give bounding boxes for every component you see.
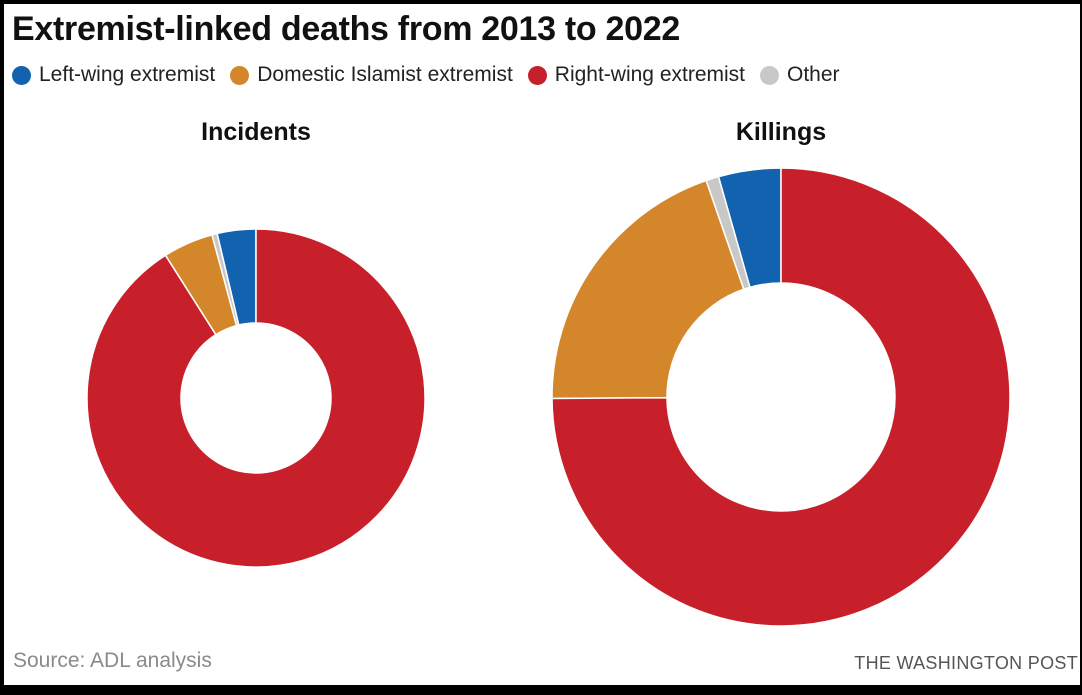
killings-chart-title: Killings [736,118,826,146]
legend-item-islamist: Domestic Islamist extremist [230,63,513,87]
incidents-slice-right-wing-extremist [86,228,426,568]
legend-item-left-wing: Left-wing extremist [12,63,215,87]
killings-chart: Killings [551,118,1011,627]
chart-title: Extremist-linked deaths from 2013 to 202… [12,10,680,48]
killings-donut [551,167,1011,627]
legend-swatch-islamist [230,65,250,85]
legend-label-islamist: Domestic Islamist extremist [257,63,513,86]
legend-swatch-right-wing [527,65,547,85]
legend-item-other: Other [760,63,840,87]
chart-card: Extremist-linked deaths from 2013 to 202… [4,4,1080,685]
killings-slice-domestic-islamist-extremist [551,179,745,400]
legend-item-right-wing: Right-wing extremist [527,63,746,87]
legend-swatch-other [760,65,780,85]
source-note: Source: ADL analysis [13,649,212,672]
publisher-credit: THE WASHINGTON POST [854,653,1078,673]
incidents-chart: Incidents [86,118,426,568]
legend: Left-wing extremist Domestic Islamist ex… [12,62,855,88]
legend-swatch-left-wing [12,65,31,85]
donut-charts: Incidents Killings [86,118,1011,627]
incidents-chart-title: Incidents [201,118,311,146]
legend-label-other: Other [787,63,840,86]
killings-slice-right-wing-extremist [551,167,1011,627]
incidents-donut [86,228,426,568]
legend-label-right-wing: Right-wing extremist [554,63,746,86]
legend-label-left-wing: Left-wing extremist [39,63,216,86]
